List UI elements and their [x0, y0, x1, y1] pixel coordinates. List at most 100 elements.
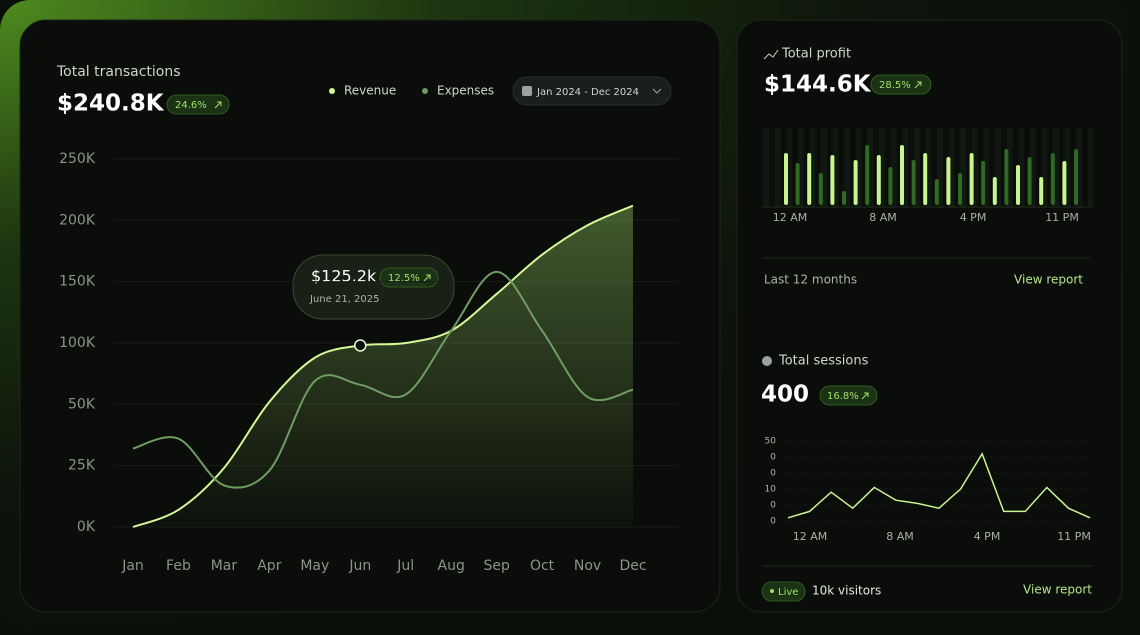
sessions-badge	[819, 385, 878, 406]
x-tick-label: Mar	[211, 558, 238, 574]
change: 24.6%	[175, 100, 207, 111]
revenue-area	[133, 205, 633, 527]
sessions-value: 400	[761, 382, 809, 408]
bar-track	[879, 128, 885, 208]
bar	[981, 161, 986, 205]
y-tick-label: 50K	[68, 396, 96, 412]
y-tick-label: 150K	[59, 274, 96, 290]
x-tick-label: Apr	[257, 558, 281, 574]
side-card	[736, 19, 1123, 613]
bar-track	[1041, 128, 1048, 208]
live-dot	[770, 589, 774, 593]
x-tick-label: Sep	[483, 558, 510, 574]
date-picker[interactable]	[512, 76, 672, 106]
bar-track	[809, 128, 816, 208]
bar-track	[855, 128, 862, 208]
sessions-title: Total sessions	[778, 354, 869, 369]
bar	[911, 160, 916, 205]
bar-track	[774, 128, 781, 208]
series-line	[132, 270, 634, 489]
change-badge	[166, 94, 230, 115]
x-tick-label: 8 AM	[869, 211, 897, 224]
bar-track	[844, 128, 851, 208]
bar	[969, 153, 974, 205]
y-tick-label: 10	[765, 485, 777, 495]
bar-track	[913, 128, 920, 208]
x-tick-label: Feb	[166, 558, 191, 574]
title: Total transactions	[56, 64, 181, 80]
bar	[923, 153, 928, 205]
chart-icon	[763, 49, 779, 60]
arrow-icon	[861, 392, 869, 400]
x-tick-label: May	[300, 558, 329, 574]
bar-track	[786, 128, 793, 208]
bar-track	[1076, 128, 1083, 208]
bar	[818, 173, 823, 205]
chevron-icon	[652, 88, 662, 94]
bar-track	[925, 128, 932, 208]
bar	[1004, 149, 1009, 205]
view-report[interactable]: View report	[1023, 583, 1092, 597]
legend-dot	[329, 88, 335, 94]
tooltip-date: June 21, 2025	[309, 294, 380, 305]
x-tick-label: 4 PM	[974, 530, 1001, 543]
y-tick-label: 0	[770, 501, 776, 511]
bar-track	[995, 128, 1001, 208]
bar	[853, 160, 858, 205]
profit-change: 28.5%	[879, 80, 911, 91]
view-report[interactable]: View report	[1014, 273, 1083, 287]
tooltip-value: $125.2k	[311, 267, 377, 286]
bar	[1050, 153, 1055, 205]
profit-footer: Last 12 months	[764, 273, 857, 287]
bar-track	[983, 128, 990, 208]
bar-track	[1087, 128, 1094, 208]
y-tick-label: 250K	[59, 151, 96, 167]
x-tick-label: Jul	[396, 558, 414, 574]
bar	[807, 153, 812, 205]
profit-title: Total profit	[781, 47, 851, 62]
bar-track	[867, 128, 874, 208]
sessions-change: 16.8%	[827, 391, 859, 402]
x-tick-label: 11 PM	[1045, 211, 1079, 224]
bar-track	[832, 128, 839, 208]
x-tick-label: Oct	[530, 558, 555, 574]
y-tick-label: 0K	[77, 519, 96, 535]
bar-track	[821, 128, 827, 208]
bar-track	[1064, 128, 1071, 208]
bar	[784, 153, 788, 205]
live-status: Live	[778, 587, 798, 598]
arrow-icon	[423, 274, 431, 282]
sessions-line	[787, 452, 1091, 519]
bar-track	[1006, 128, 1013, 208]
legend-label: Revenue	[344, 84, 396, 98]
bar	[1016, 165, 1020, 205]
tooltip-change: 12.5%	[388, 273, 420, 284]
bar	[992, 177, 997, 205]
total-value: $240.8K	[57, 91, 165, 117]
date-range: Jan 2024 - Dec 2024	[536, 87, 639, 98]
x-tick-label: Aug	[438, 558, 465, 574]
bar-track	[948, 128, 955, 208]
x-tick-label: 4 PM	[960, 211, 987, 224]
y-tick-label: 50	[765, 437, 777, 447]
bar	[900, 145, 904, 205]
x-tick-label: 8 AM	[886, 530, 914, 543]
bar	[1027, 157, 1032, 205]
visitors: 10k visitors	[812, 584, 881, 598]
bar-track	[971, 128, 978, 208]
bar-track	[960, 128, 967, 208]
y-tick-label: 25K	[68, 458, 96, 474]
x-tick-label: 12 AM	[793, 530, 828, 543]
bar-track	[797, 128, 804, 208]
bar	[1062, 161, 1067, 205]
x-tick-label: Dec	[619, 558, 646, 574]
bar-track	[1029, 128, 1036, 208]
x-tick-label: 11 PM	[1057, 530, 1091, 543]
calendar-icon	[522, 86, 532, 96]
bar	[946, 157, 951, 205]
y-tick-label: 0	[770, 453, 776, 463]
legend-dot	[422, 88, 428, 94]
bar	[958, 173, 962, 205]
y-tick-label: 0	[770, 517, 776, 527]
